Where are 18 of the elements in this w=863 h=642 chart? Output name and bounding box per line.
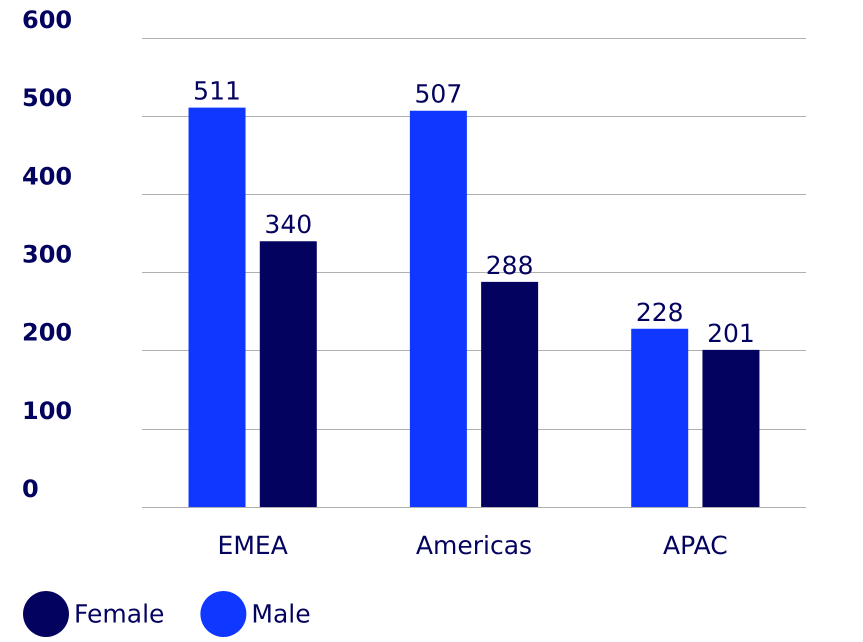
data-label: 288: [486, 250, 534, 280]
y-tick-label: 300: [22, 240, 72, 268]
legend-label: Female: [74, 600, 164, 628]
x-tick-label: Americas: [416, 531, 532, 560]
x-tick-label: APAC: [662, 531, 728, 560]
y-tick-label: 0: [22, 475, 39, 503]
data-label: 340: [264, 210, 312, 240]
data-label: 507: [414, 80, 462, 109]
data-label: 228: [636, 298, 684, 327]
y-tick-label: 600: [22, 6, 72, 34]
legend-label: Male: [251, 600, 311, 628]
data-label: 201: [707, 318, 755, 348]
x-tick-label: EMEA: [218, 531, 288, 560]
y-tick-label: 400: [22, 162, 72, 190]
y-tick-label: 500: [22, 84, 72, 112]
data-label: 511: [193, 76, 241, 106]
y-tick-label: 100: [22, 396, 72, 425]
y-tick-label: 200: [22, 318, 72, 347]
